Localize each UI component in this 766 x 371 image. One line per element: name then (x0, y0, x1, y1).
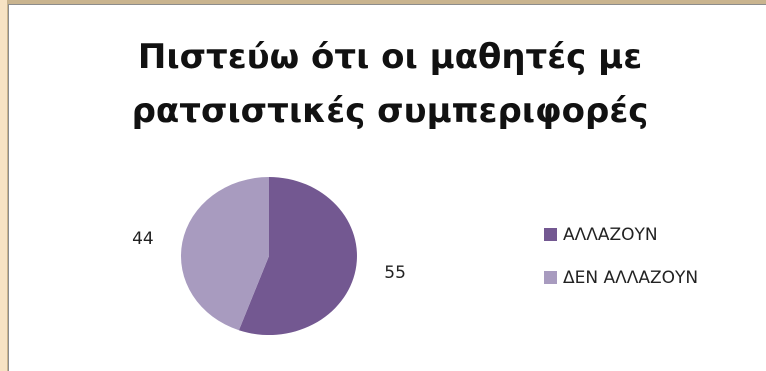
chart-title-line-2: ρατσιστικές συμπεριφορές (131, 91, 649, 131)
legend-label-allazoun: ΑΛΛΑΖΟΥΝ (563, 224, 658, 245)
legend-item-den-allazoun: ΔΕΝ ΑΛΛΑΖΟΥΝ (544, 267, 698, 288)
pie-slices (180, 176, 357, 335)
data-label-allazoun: 55 (384, 263, 406, 283)
data-label-den-allazoun: 44 (132, 229, 154, 249)
chart-title: Πιστεύω ότι οι μαθητές με ρατσιστικές συ… (0, 30, 766, 138)
chart-title-line-1: Πιστεύω ότι οι μαθητές με (137, 37, 643, 77)
legend-swatch-allazoun (544, 228, 557, 241)
legend-swatch-den-allazoun (544, 271, 557, 284)
chart-area (8, 4, 766, 371)
legend-item-allazoun: ΑΛΛΑΖΟΥΝ (544, 224, 698, 245)
window-top-edge (0, 0, 766, 4)
pie-slice-den-allazoun (180, 176, 269, 331)
pie-slice-allazoun (238, 177, 357, 335)
legend-label-den-allazoun: ΔΕΝ ΑΛΛΑΖΟΥΝ (563, 267, 699, 288)
pie-data-labels: 55 44 (132, 229, 406, 283)
chart-legend: ΑΛΛΑΖΟΥΝ ΔΕΝ ΑΛΛΑΖΟΥΝ (544, 224, 698, 310)
window-left-edge (0, 0, 8, 371)
